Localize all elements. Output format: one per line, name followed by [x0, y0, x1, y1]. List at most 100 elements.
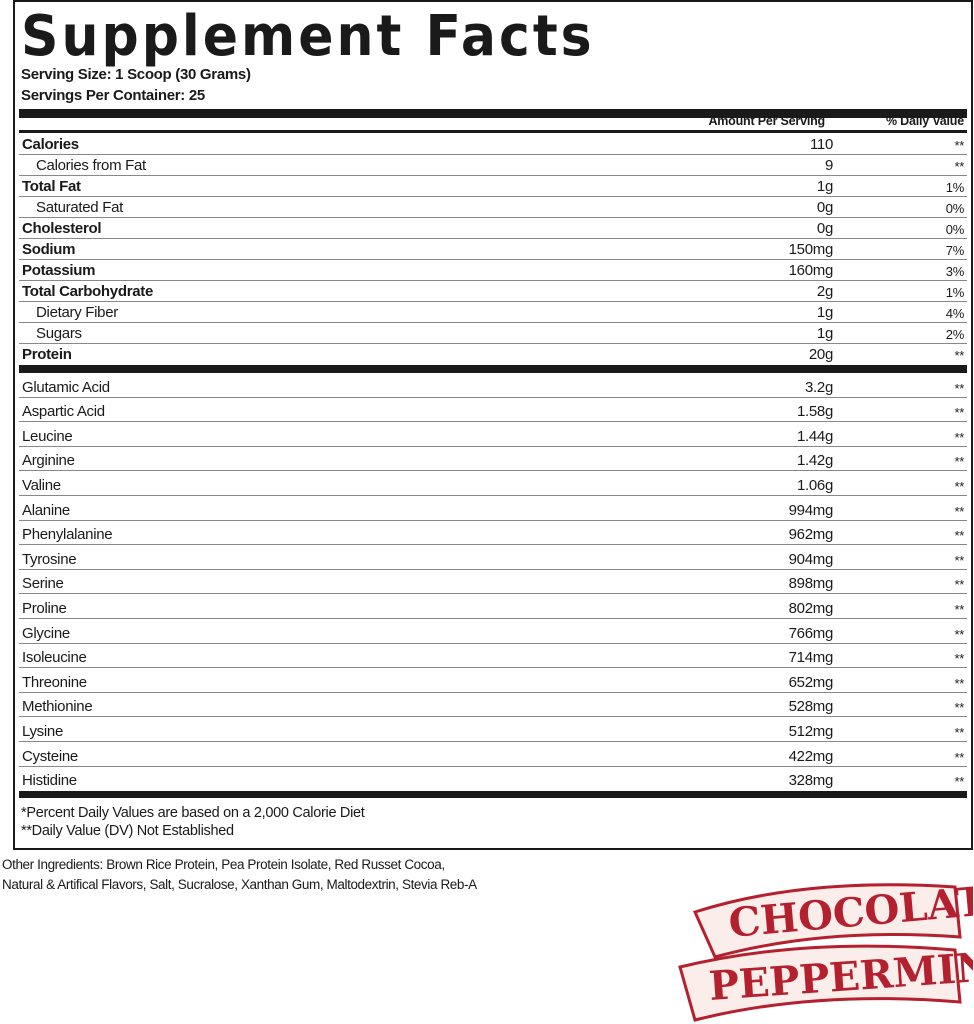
nutrient-name: Leucine — [22, 427, 73, 445]
daily-value: 3% — [945, 264, 965, 279]
amount-per-serving: 110 — [809, 136, 833, 153]
table-row: Sodium 150mg 7% — [19, 239, 967, 260]
nutrient-name: Potassium — [22, 262, 96, 279]
chocolate-peppermint-flavor-logo: CHOCOLATE PEPPERMINT — [678, 875, 973, 1022]
daily-value: 7% — [945, 243, 965, 258]
amount-per-serving: 1.06g — [796, 476, 833, 494]
table-row: Aspartic Acid 1.58g ** — [19, 398, 967, 423]
daily-value: ** — [954, 380, 964, 396]
nutrient-name: Valine — [22, 476, 61, 494]
thick-divider — [19, 791, 967, 798]
servings-per-container: Servings Per Container: 25 — [21, 87, 205, 104]
amount-per-serving: 898mg — [788, 575, 834, 593]
daily-value: ** — [954, 601, 964, 617]
table-row: Protein 20g ** — [19, 344, 967, 364]
daily-value: ** — [954, 626, 964, 642]
nutrient-name: Lysine — [22, 722, 64, 740]
nutrient-name: Dietary Fiber — [36, 304, 118, 321]
amount-per-serving: 904mg — [788, 550, 834, 568]
nutrient-name: Aspartic Acid — [22, 403, 105, 421]
header-divider — [19, 130, 967, 133]
thick-divider — [19, 109, 967, 118]
table-row: Proline 802mg ** — [19, 594, 967, 619]
daily-value: ** — [954, 454, 964, 470]
table-row: Threonine 652mg ** — [19, 668, 967, 693]
daily-value: 0% — [945, 222, 965, 237]
amount-per-serving: 994mg — [788, 501, 834, 519]
table-row: Lysine 512mg ** — [19, 717, 967, 742]
daily-value: 2% — [945, 327, 965, 342]
nutrient-name: Alanine — [22, 501, 70, 519]
nutrient-name: Sugars — [36, 325, 82, 342]
amount-per-serving: 150mg — [788, 241, 834, 258]
amount-per-serving: 3.2g — [805, 378, 833, 396]
daily-value: ** — [954, 774, 964, 790]
table-row: Potassium 160mg 3% — [19, 260, 967, 281]
daily-value: ** — [954, 552, 964, 568]
nutrient-name: Calories from Fat — [36, 157, 146, 174]
daily-value: ** — [954, 138, 964, 153]
table-row: Sugars 1g 2% — [19, 323, 967, 344]
amount-per-serving: 422mg — [788, 747, 834, 765]
serving-size: Serving Size: 1 Scoop (30 Grams) — [21, 66, 251, 83]
daily-value: ** — [954, 577, 964, 593]
table-row: Arginine 1.42g ** — [19, 447, 967, 472]
other-ingredients-line-1: Other Ingredients: Brown Rice Protein, P… — [2, 857, 445, 872]
panel-title: Supplement Facts — [21, 4, 595, 69]
dv-column-header: % Daily Value — [886, 114, 964, 128]
nutrient-name: Arginine — [22, 452, 75, 470]
amount-per-serving: 9 — [824, 157, 833, 174]
daily-value: ** — [954, 724, 964, 740]
nutrient-name: Histidine — [22, 772, 77, 790]
table-row: Serine 898mg ** — [19, 570, 967, 595]
nutrient-name: Saturated Fat — [36, 199, 123, 216]
daily-value: ** — [954, 700, 964, 716]
amount-per-serving: 962mg — [788, 526, 834, 544]
nutrient-name: Methionine — [22, 698, 93, 716]
daily-value: 1% — [945, 180, 965, 195]
table-row: Glutamic Acid 3.2g ** — [19, 373, 967, 398]
table-row: Total Fat 1g 1% — [19, 176, 967, 197]
nutrient-name: Calories — [22, 136, 79, 153]
amount-per-serving: 1.42g — [796, 452, 833, 470]
amount-per-serving: 1g — [816, 325, 833, 342]
supplement-facts-panel: Supplement Facts Serving Size: 1 Scoop (… — [13, 0, 973, 850]
table-row: Calories 110 ** — [19, 134, 967, 155]
amount-per-serving: 512mg — [788, 722, 834, 740]
table-row: Glycine 766mg ** — [19, 619, 967, 644]
daily-value: ** — [954, 503, 964, 519]
nutrient-name: Cysteine — [22, 747, 78, 765]
daily-value: ** — [954, 159, 964, 174]
amount-per-serving: 1.58g — [796, 403, 833, 421]
nutrient-name: Total Carbohydrate — [22, 283, 154, 300]
daily-value: ** — [954, 348, 964, 363]
nutrient-name: Phenylalanine — [22, 526, 113, 544]
table-row: Dietary Fiber 1g 4% — [19, 302, 967, 323]
amount-per-serving: 1.44g — [796, 427, 833, 445]
amount-per-serving: 714mg — [788, 649, 834, 667]
nutrient-name: Isoleucine — [22, 649, 87, 667]
amount-per-serving: 528mg — [788, 698, 834, 716]
nutrient-name: Glycine — [22, 624, 70, 642]
nutrient-name: Cholesterol — [22, 220, 102, 237]
table-row: Tyrosine 904mg ** — [19, 545, 967, 570]
table-row: Saturated Fat 0g 0% — [19, 197, 967, 218]
daily-value: 1% — [945, 285, 965, 300]
amount-per-serving: 20g — [808, 346, 833, 363]
nutrient-name: Sodium — [22, 241, 76, 258]
table-row: Total Carbohydrate 2g 1% — [19, 281, 967, 302]
thick-divider — [19, 365, 967, 373]
table-row: Phenylalanine 962mg ** — [19, 521, 967, 546]
amount-per-serving: 0g — [816, 220, 833, 237]
daily-value: ** — [954, 749, 964, 765]
nutrient-name: Glutamic Acid — [22, 378, 110, 396]
footnote-percent-dv: *Percent Daily Values are based on a 2,0… — [21, 805, 365, 821]
table-row: Leucine 1.44g ** — [19, 422, 967, 447]
table-row: Histidine 328mg ** — [19, 767, 967, 791]
nutrient-name: Total Fat — [22, 178, 81, 195]
nutrient-name: Threonine — [22, 673, 87, 691]
table-row: Valine 1.06g ** — [19, 471, 967, 496]
table-row: Cysteine 422mg ** — [19, 742, 967, 767]
footnote-dv-not-established: **Daily Value (DV) Not Established — [21, 823, 234, 839]
amount-per-serving: 160mg — [788, 262, 834, 279]
